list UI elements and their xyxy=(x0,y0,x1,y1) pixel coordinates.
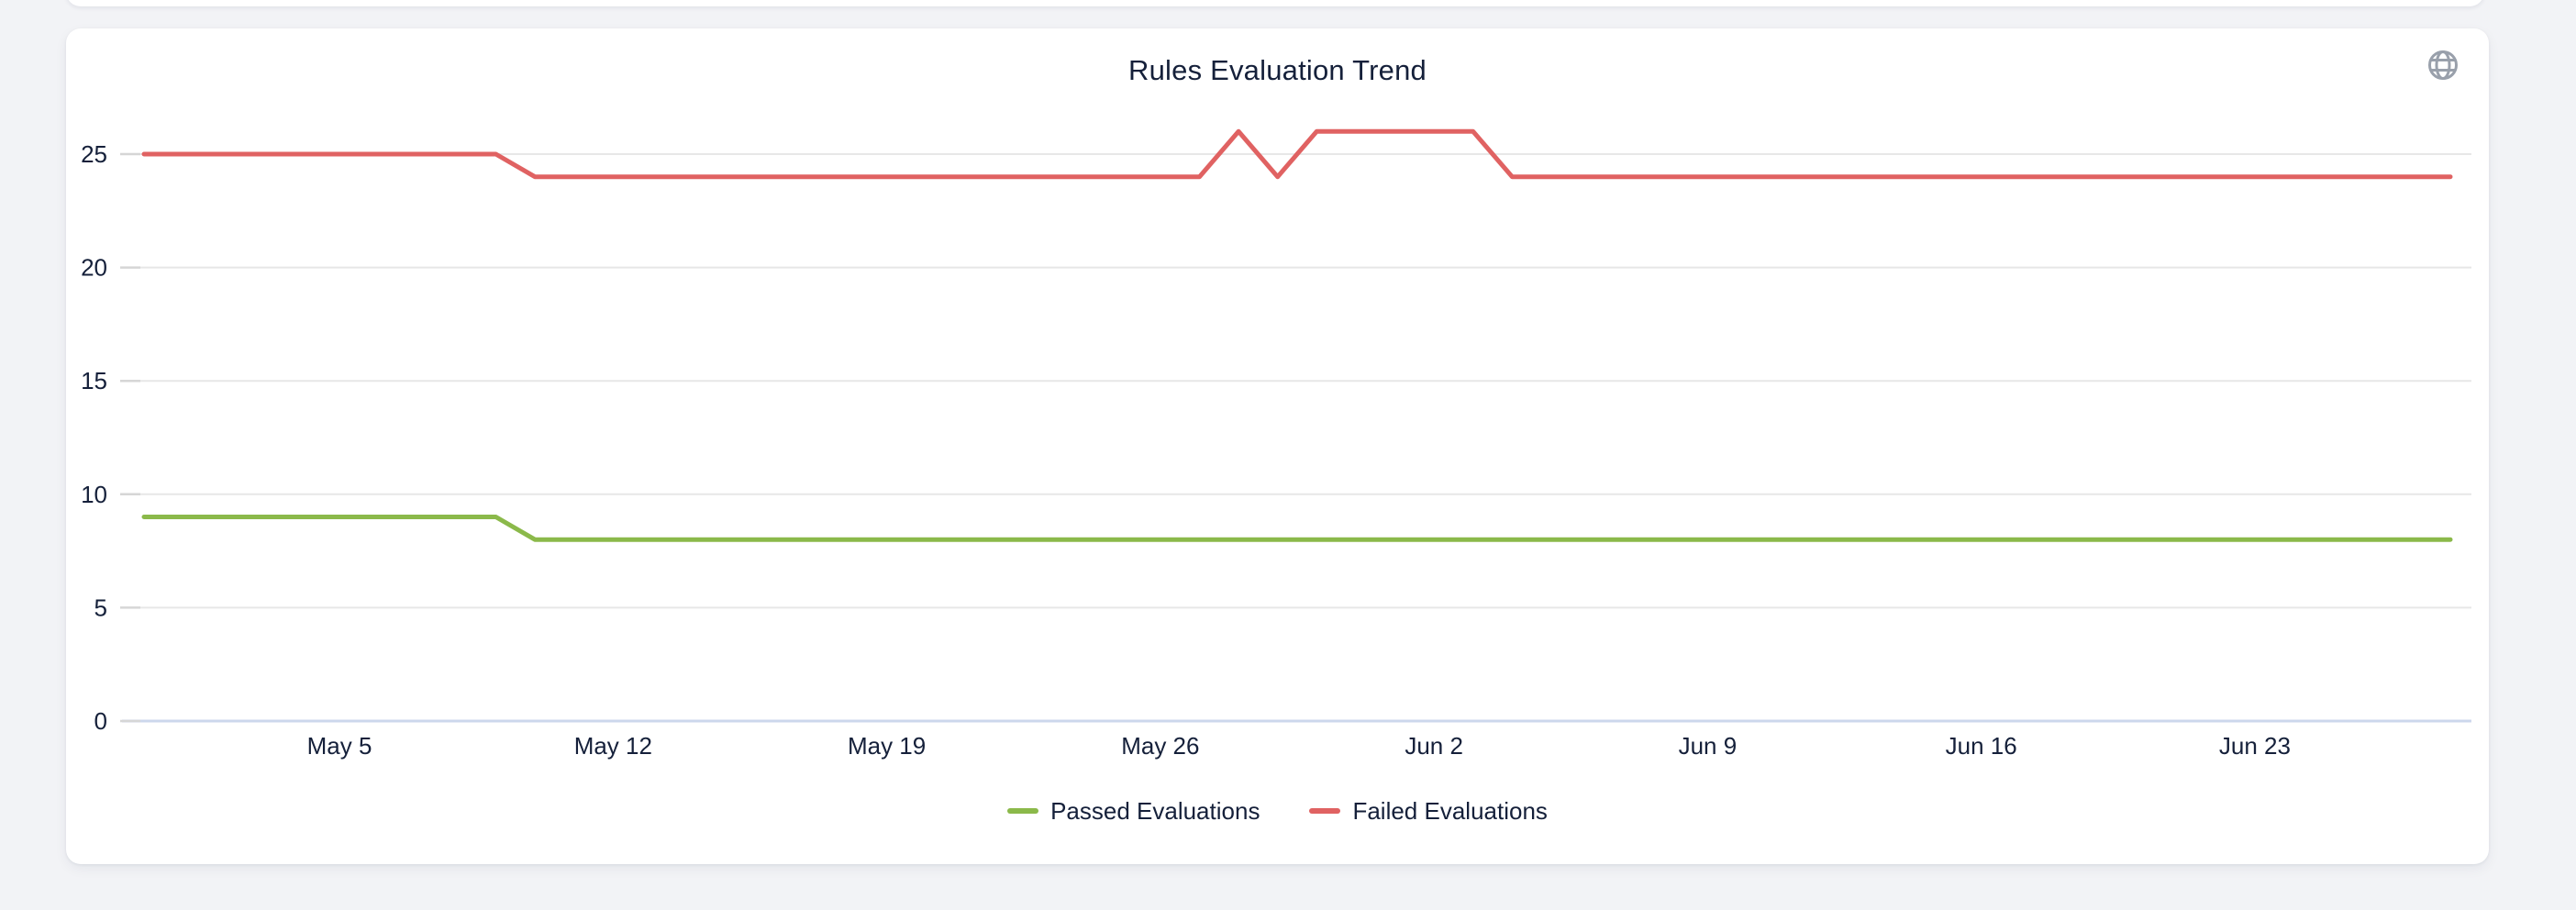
globe-icon[interactable] xyxy=(2426,49,2459,82)
legend-item-failed[interactable]: Failed Evaluations xyxy=(1309,796,1548,826)
previous-card-bottom-edge xyxy=(66,0,2484,6)
svg-text:20: 20 xyxy=(81,254,107,282)
chart-canvas: 0 5 10 15 20 25 May 5 May 12 May 19 May 26 Jun 2 Ju… xyxy=(81,128,2471,760)
svg-text:25: 25 xyxy=(81,140,107,168)
svg-text:Jun 16: Jun 16 xyxy=(1946,732,2017,760)
svg-text:Jun 2: Jun 2 xyxy=(1405,732,1463,760)
svg-text:Jun 9: Jun 9 xyxy=(1679,732,1738,760)
chart-title: Rules Evaluation Trend xyxy=(1128,54,1427,86)
svg-text:Jun 23: Jun 23 xyxy=(2219,732,2291,760)
svg-text:May 26: May 26 xyxy=(1121,732,1199,760)
rules-evaluation-trend-card: Rules Evaluation Trend 0 5 10 15 20 25 May 5 Ma… xyxy=(66,28,2489,864)
svg-text:May 19: May 19 xyxy=(848,732,926,760)
line-chart: 0 5 10 15 20 25 May 5 May 12 May 19 May 26 Jun 2 Ju… xyxy=(66,28,2489,864)
svg-text:5: 5 xyxy=(94,594,107,621)
legend-label-failed: Failed Evaluations xyxy=(1352,796,1548,825)
legend-item-passed[interactable]: Passed Evaluations xyxy=(1007,797,1260,826)
passed-series-swatch xyxy=(1007,808,1039,814)
svg-text:May 12: May 12 xyxy=(574,732,652,760)
svg-text:0: 0 xyxy=(94,707,107,735)
svg-text:10: 10 xyxy=(81,481,107,508)
chart-legend: Passed Evaluations Failed Evaluations xyxy=(66,795,2489,827)
failed-series-swatch xyxy=(1309,808,1341,814)
legend-label-passed: Passed Evaluations xyxy=(1050,796,1260,825)
svg-text:May 5: May 5 xyxy=(307,732,372,760)
svg-text:15: 15 xyxy=(81,367,107,394)
